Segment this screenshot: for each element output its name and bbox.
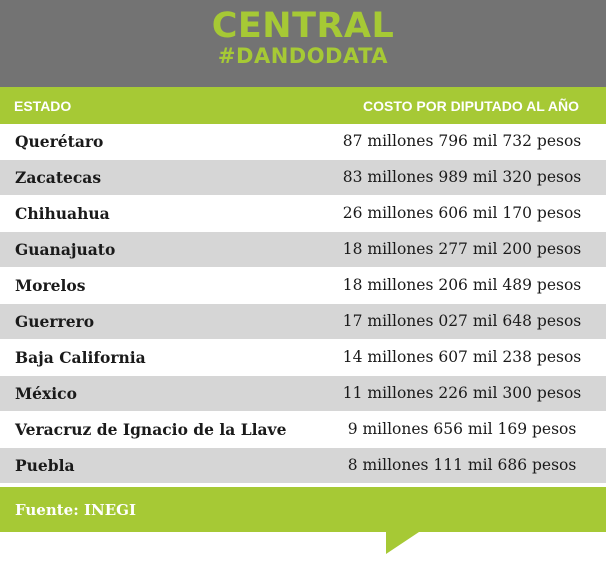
brand-logo-central: CENTRAL [211, 6, 395, 46]
source-label: Fuente: INEGI [15, 501, 136, 519]
table-row: Guanajuato 18 millones 277 mil 200 pesos [0, 232, 606, 267]
column-header-estado: ESTADO [14, 98, 72, 114]
cell-estado: Puebla [15, 456, 75, 475]
cell-costo: 87 millones 796 mil 732 pesos [342, 132, 582, 150]
table-row: Baja California 14 millones 607 mil 238 … [0, 340, 606, 375]
header-banner: CENTRAL #DANDODATA [0, 0, 606, 87]
cell-costo: 9 millones 656 mil 169 pesos [347, 420, 577, 438]
source-footer: Fuente: INEGI [0, 487, 606, 532]
cell-costo: 18 millones 277 mil 200 pesos [342, 240, 582, 258]
table-body: Querétaro 87 millones 796 mil 732 pesos … [0, 124, 606, 484]
cell-estado: Baja California [15, 348, 146, 367]
cell-costo: 18 millones 206 mil 489 pesos [342, 276, 582, 294]
brand-hashtag: #DANDODATA [217, 44, 389, 68]
cell-estado: Querétaro [15, 132, 104, 151]
table-row: Querétaro 87 millones 796 mil 732 pesos [0, 124, 606, 159]
table-header-row: ESTADO COSTO POR DIPUTADO AL AÑO [0, 87, 606, 124]
cell-costo: 83 millones 989 mil 320 pesos [342, 168, 582, 186]
table-row: México 11 millones 226 mil 300 pesos [0, 376, 606, 411]
table-row: Guerrero 17 millones 027 mil 648 pesos [0, 304, 606, 339]
table-row: Chihuahua 26 millones 606 mil 170 pesos [0, 196, 606, 231]
cell-estado: México [15, 384, 77, 403]
cell-costo: 17 millones 027 mil 648 pesos [342, 312, 582, 330]
table-row: Veracruz de Ignacio de la Llave 9 millon… [0, 412, 606, 447]
cell-estado: Morelos [15, 276, 86, 295]
speech-pointer-decoration [386, 530, 422, 554]
cell-costo: 8 millones 111 mil 686 pesos [347, 456, 577, 474]
cell-costo: 26 millones 606 mil 170 pesos [342, 204, 582, 222]
cell-costo: 11 millones 226 mil 300 pesos [342, 384, 582, 402]
cell-estado: Veracruz de Ignacio de la Llave [15, 420, 287, 439]
cell-estado: Guerrero [15, 312, 95, 331]
cell-estado: Zacatecas [15, 168, 102, 187]
cell-estado: Chihuahua [15, 204, 110, 223]
cell-costo: 14 millones 607 mil 238 pesos [342, 348, 582, 366]
cell-estado: Guanajuato [15, 240, 116, 259]
column-header-costo: COSTO POR DIPUTADO AL AÑO [363, 98, 579, 114]
table-row: Puebla 8 millones 111 mil 686 pesos [0, 448, 606, 483]
table-row: Morelos 18 millones 206 mil 489 pesos [0, 268, 606, 303]
table-row: Zacatecas 83 millones 989 mil 320 pesos [0, 160, 606, 195]
